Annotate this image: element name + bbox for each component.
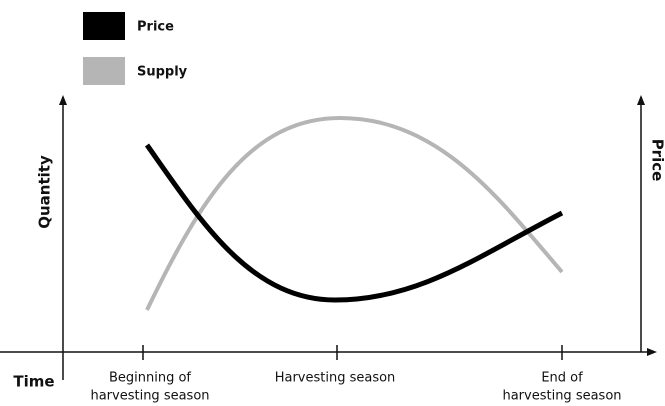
legend-swatch-price: [83, 12, 125, 40]
legend-swatch-supply: [83, 57, 125, 85]
x-label: harvesting season: [502, 389, 621, 404]
x-label: Harvesting season: [275, 371, 396, 386]
right-axis-label: Price: [649, 139, 665, 182]
x-label: Beginning of: [109, 371, 191, 386]
supply-curve: [145, 115, 564, 311]
x-label: End of: [541, 371, 583, 386]
left-axis-label: Quantity: [36, 155, 54, 229]
legend-label: Supply: [137, 65, 188, 80]
legend-label: Price: [137, 20, 174, 35]
x-label: harvesting season: [90, 389, 209, 404]
x-axis-label: Time: [13, 373, 54, 391]
price-curve: [144, 143, 564, 303]
